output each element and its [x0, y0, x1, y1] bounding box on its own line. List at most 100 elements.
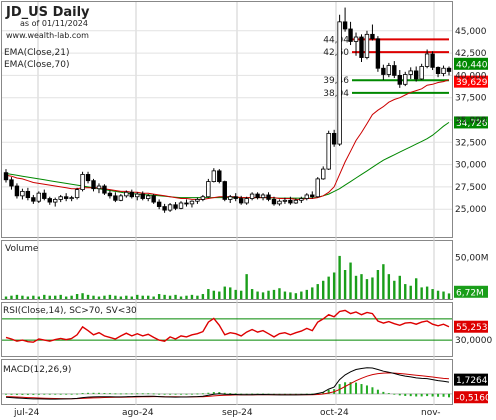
volume-bar — [59, 294, 62, 299]
price-tick-label: 30,000 — [455, 161, 487, 171]
volume-bar — [92, 295, 95, 299]
volume-bar — [185, 295, 188, 299]
volume-last-badge: 6,72M — [456, 288, 484, 298]
macd-histogram-bar — [103, 393, 106, 394]
volume-bar — [15, 294, 19, 299]
price-tick-label: 37,500 — [455, 94, 487, 104]
macd-line — [5, 367, 450, 400]
macd-histogram-bar — [119, 393, 122, 395]
macd-histogram-bar — [349, 382, 352, 394]
candle-body — [441, 67, 446, 75]
candle-body — [446, 67, 452, 72]
volume-bar — [43, 294, 46, 299]
volume-bar — [70, 295, 73, 299]
macd-histogram-bar — [37, 393, 40, 395]
volume-bar — [163, 294, 166, 299]
candle-body — [69, 197, 74, 200]
candle-body — [25, 190, 31, 199]
volume-bar — [130, 296, 133, 299]
macd-histogram-bar — [92, 392, 95, 394]
macd-histogram-bar — [32, 393, 35, 395]
candle-body — [42, 192, 47, 199]
candle-body — [288, 199, 293, 204]
volume-bar — [272, 289, 276, 299]
candle-body — [403, 74, 408, 85]
candle-body — [419, 66, 424, 80]
volume-bar — [436, 290, 440, 299]
candle-body — [91, 180, 96, 190]
volume-bar — [97, 296, 101, 299]
candle-body — [195, 199, 200, 202]
macd-histogram-bar — [223, 392, 226, 394]
candle-body — [364, 33, 370, 58]
volume-bar — [119, 296, 123, 299]
volume-bar — [201, 294, 205, 299]
volume-bar — [365, 279, 369, 299]
volume-bar — [223, 286, 226, 299]
macd-histogram-bar — [409, 393, 412, 397]
price-tick-label: 25,000 — [455, 205, 487, 215]
candle-body — [113, 195, 118, 201]
candle-body — [228, 196, 233, 200]
price-gridlines — [2, 30, 452, 210]
volume-bar — [261, 292, 265, 299]
macd-histogram-bar — [5, 393, 7, 395]
candle-body — [397, 74, 402, 85]
macd-histogram-badge: -0,5160 — [456, 394, 491, 404]
candle-body — [430, 53, 435, 68]
macd-histogram-bar — [70, 393, 73, 395]
candle-body — [36, 192, 42, 202]
volume-bar — [32, 295, 35, 299]
macd-badge-bg — [454, 373, 488, 386]
volume-bar — [234, 289, 237, 299]
candle-body — [435, 66, 441, 74]
volume-bar — [343, 270, 347, 299]
candle-body — [260, 194, 266, 199]
macd-histogram-bar — [300, 393, 303, 395]
candlestick-series — [3, 7, 452, 213]
x-tick-label: ago-24 — [122, 408, 154, 418]
candle-body — [293, 199, 299, 204]
candle-body — [80, 174, 85, 191]
volume-bar — [75, 294, 79, 299]
website-label: www.wealth-lab.com — [6, 31, 89, 40]
macd-histogram-bar — [327, 389, 330, 394]
macd-histogram-bar — [130, 393, 133, 395]
macd-histogram-bar — [125, 393, 128, 395]
last-price-badge: 40,440 — [456, 60, 488, 70]
volume-bar — [37, 296, 41, 299]
candle-body — [74, 189, 80, 199]
volume-bar — [322, 280, 325, 299]
candle-body — [217, 170, 222, 182]
volume-bar — [207, 289, 210, 299]
candle-body — [375, 38, 381, 69]
macd-histogram-bar — [136, 393, 139, 395]
volume-bar — [54, 295, 57, 299]
macd-histogram-bar — [387, 393, 390, 394]
candle-body — [200, 196, 206, 200]
macd-histogram-bar — [190, 393, 193, 395]
candle-body — [238, 198, 244, 204]
macd-histogram-bar — [169, 393, 172, 395]
volume-bar — [420, 287, 423, 299]
macd-histogram-bar — [141, 393, 144, 395]
candle-body — [151, 195, 156, 203]
rsi-line — [5, 309, 450, 343]
candle-body — [271, 199, 277, 205]
volume-bar — [316, 284, 319, 299]
rsi-series — [2, 309, 452, 343]
volume-bar — [349, 262, 352, 299]
macd-histogram-bar — [415, 393, 418, 397]
volume-bar — [141, 295, 144, 299]
volume-bar — [338, 255, 341, 299]
macd-histogram-bar — [26, 393, 29, 395]
level-label: 44,04 — [323, 35, 349, 45]
volume-bar — [136, 294, 139, 299]
candle-body — [102, 185, 107, 194]
x-tick-label: jul-24 — [13, 408, 40, 418]
macd-histogram-bar — [21, 393, 24, 395]
ema21-badge-bg — [454, 75, 488, 88]
candle-body — [58, 196, 63, 200]
price-tick-label: 42,500 — [455, 49, 487, 59]
volume-bar — [289, 292, 292, 299]
